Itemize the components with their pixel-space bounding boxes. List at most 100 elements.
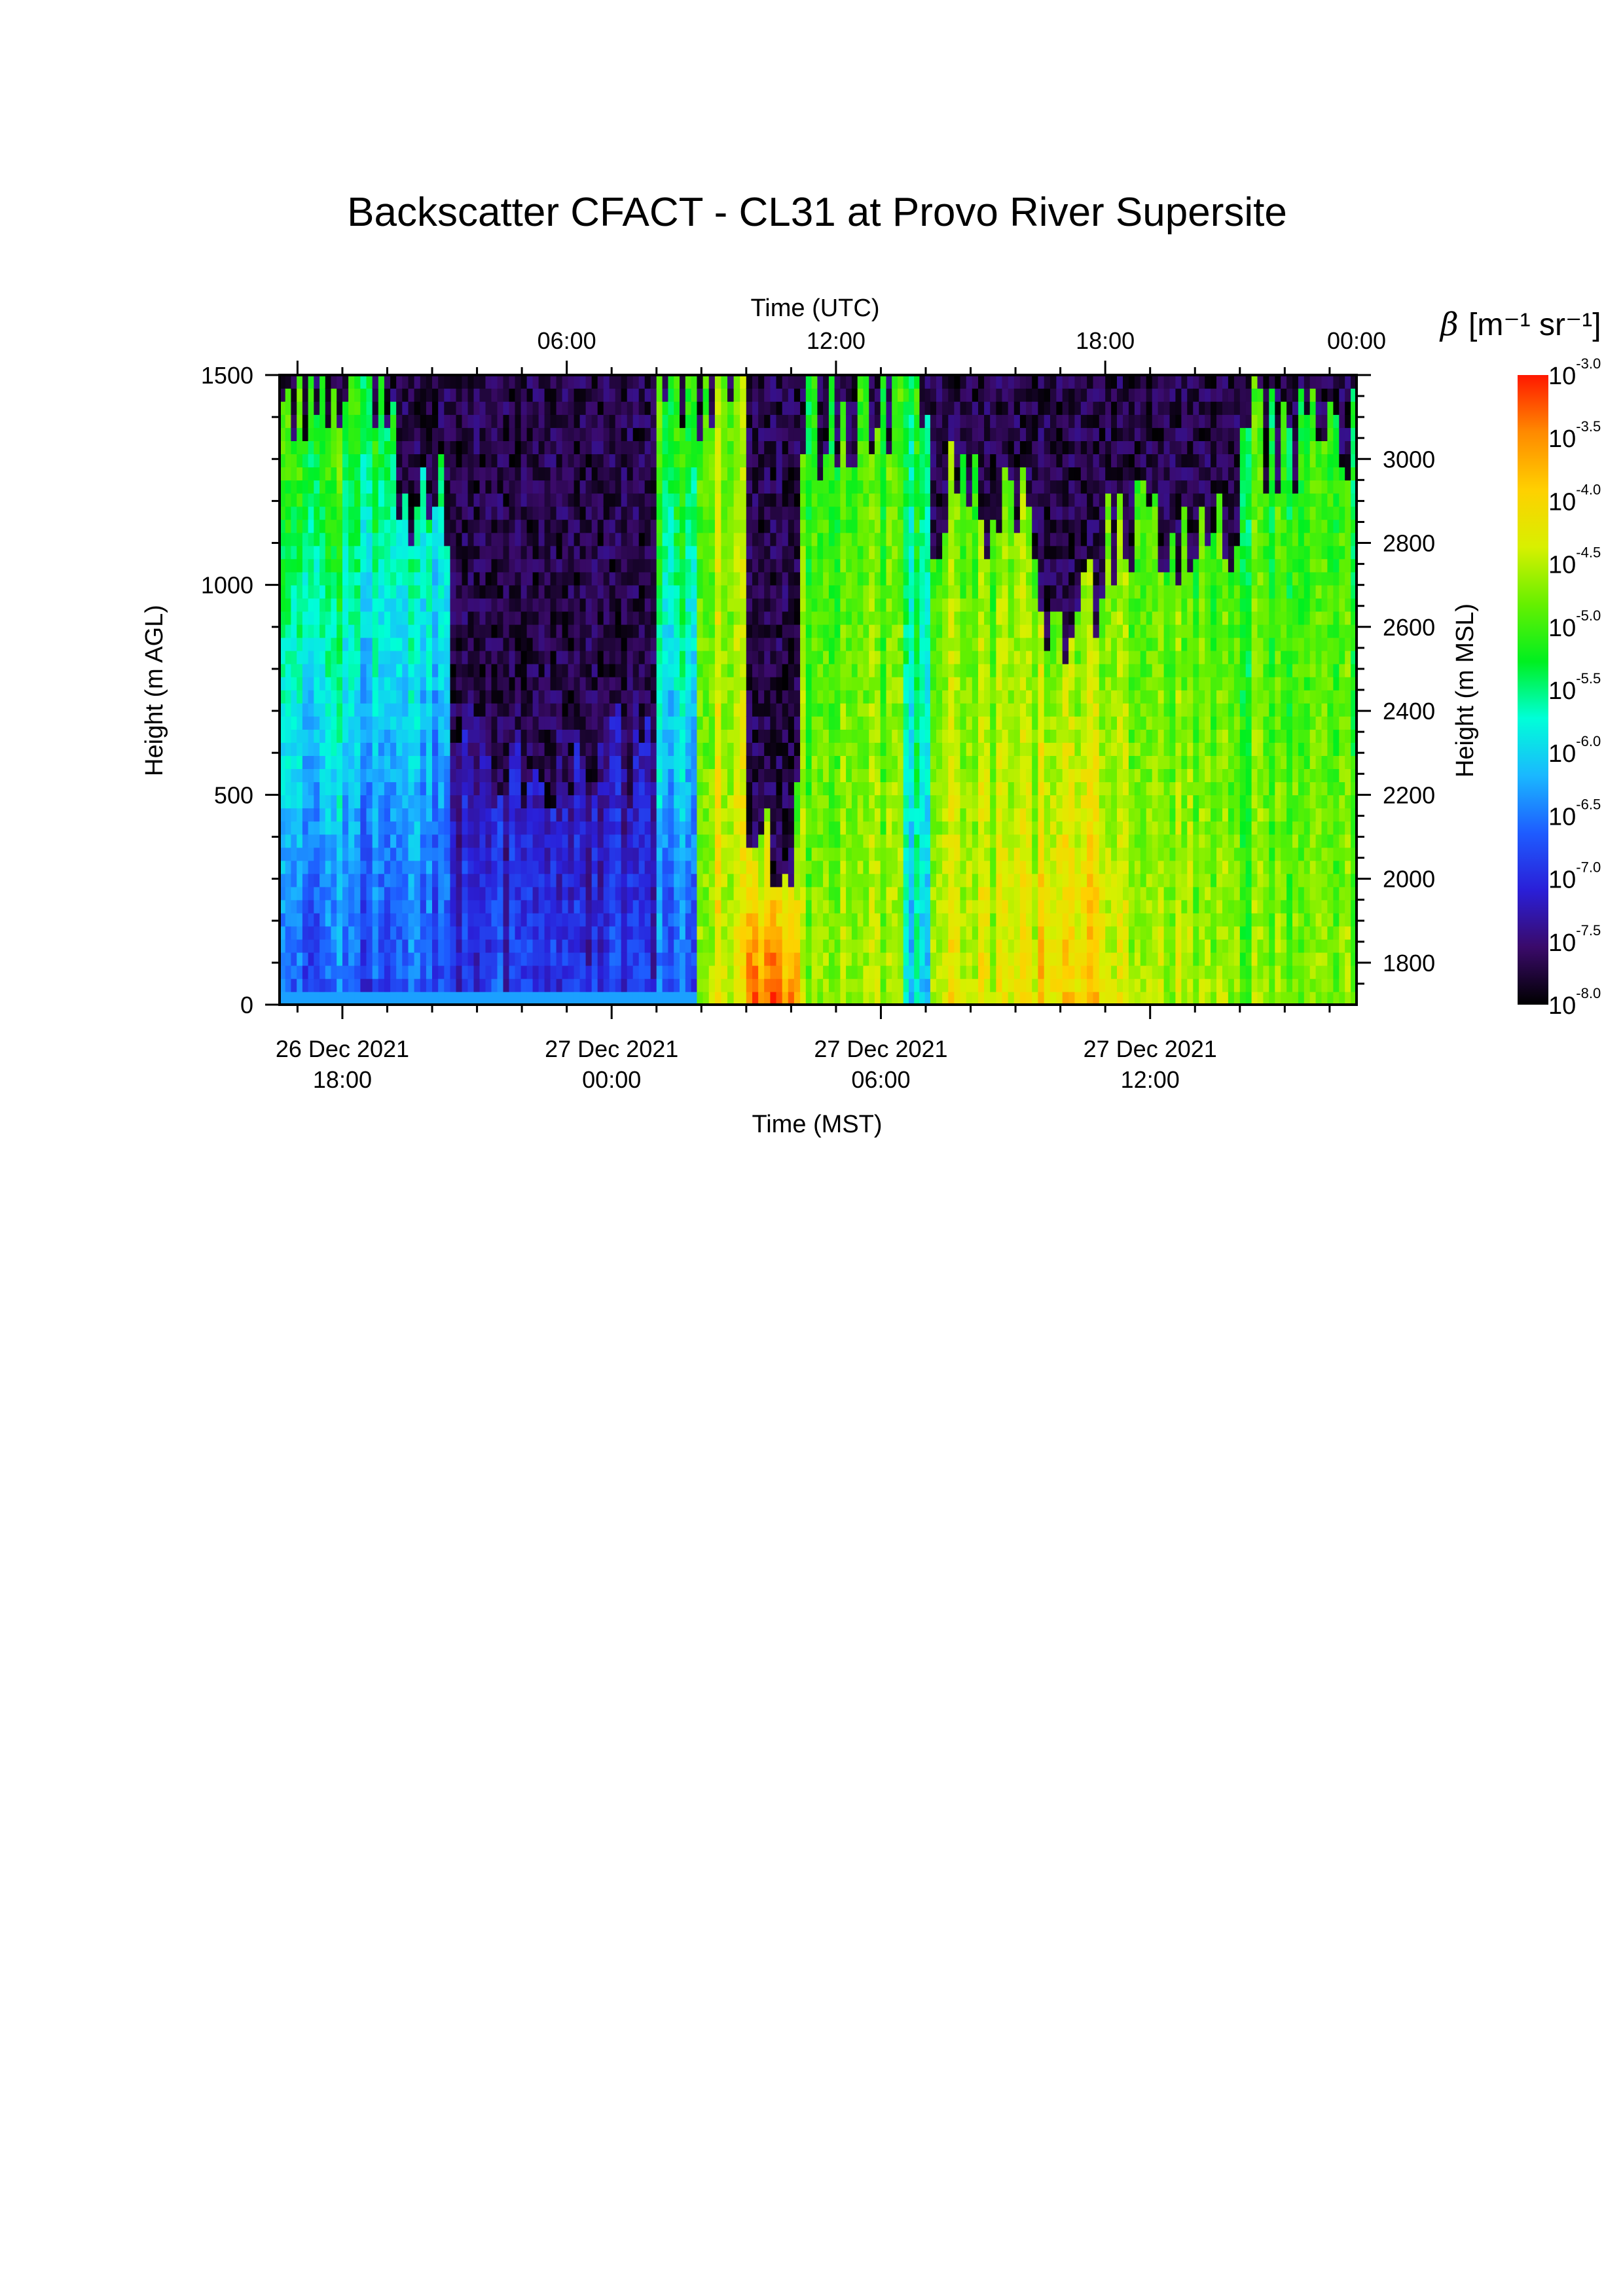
heatmap-cell — [811, 899, 818, 914]
heatmap-cell — [384, 795, 391, 809]
heatmap-cell — [662, 847, 669, 861]
heatmap-cell — [432, 440, 439, 454]
heatmap-cell — [721, 611, 728, 625]
heatmap-cell — [823, 414, 830, 428]
heatmap-cell — [408, 624, 415, 638]
heatmap-cell — [733, 677, 740, 691]
heatmap-cell — [503, 650, 510, 664]
heatmap-cell — [863, 886, 869, 901]
heatmap-cell — [609, 650, 616, 664]
heatmap-cell — [874, 925, 881, 940]
heatmap-cell — [390, 925, 397, 940]
heatmap-cell — [697, 992, 704, 1005]
heatmap-cell — [414, 637, 421, 651]
heatmap-cell — [632, 558, 640, 573]
heatmap-cell — [467, 768, 475, 783]
heatmap-cell — [746, 401, 753, 415]
heatmap-cell — [609, 663, 616, 677]
heatmap-cell — [805, 834, 812, 848]
heatmap-cell — [556, 834, 563, 848]
heatmap-cell — [348, 571, 355, 586]
heatmap-cell — [776, 834, 783, 848]
heatmap-cell — [319, 690, 326, 704]
heatmap-cell — [817, 454, 824, 468]
heatmap-cell — [591, 519, 598, 533]
heatmap-cell — [857, 952, 864, 966]
heatmap-cell — [770, 755, 777, 769]
heatmap-cell — [366, 808, 373, 822]
heatmap-cell — [285, 939, 292, 953]
heatmap-cell — [414, 912, 421, 927]
heatmap-cell — [708, 781, 716, 796]
chart-title: Backscatter CFACT - CL31 at Provo River … — [347, 190, 1287, 235]
heatmap-cell — [788, 677, 795, 691]
heatmap-cell — [291, 467, 297, 481]
heatmap-cell — [674, 925, 680, 940]
heatmap-cell — [462, 847, 469, 861]
heatmap-cell — [823, 703, 830, 717]
heatmap-cell — [793, 519, 801, 533]
heatmap-cell — [752, 624, 759, 638]
heatmap-cell — [793, 899, 801, 914]
heatmap-cell — [297, 690, 303, 704]
heatmap-cell — [740, 506, 747, 520]
heatmap-cell — [515, 834, 522, 848]
heatmap-cell — [456, 690, 463, 704]
heatmap-cell — [579, 716, 587, 730]
heatmap-cell — [764, 650, 771, 664]
heatmap-cell — [644, 650, 651, 664]
heatmap-cell — [714, 742, 722, 756]
heatmap-cell — [497, 992, 504, 1005]
heatmap-cell — [538, 912, 545, 927]
heatmap-cell — [550, 650, 557, 664]
heatmap-cell — [432, 781, 439, 796]
heatmap-cell — [408, 729, 415, 743]
heatmap-cell — [758, 742, 765, 756]
heatmap-cell — [846, 690, 852, 704]
heatmap-cell — [390, 506, 397, 520]
heatmap-cell — [752, 677, 759, 691]
heatmap-cell — [544, 677, 551, 691]
heatmap-cell — [456, 781, 463, 796]
heatmap-cell — [680, 532, 686, 547]
heatmap-cell — [491, 873, 498, 888]
heatmap-cell — [691, 742, 698, 756]
heatmap-cell — [372, 912, 379, 927]
heatmap-cell — [485, 965, 492, 979]
heatmap-cell — [740, 388, 747, 402]
heatmap-cell — [800, 624, 807, 638]
heatmap-cell — [615, 873, 622, 888]
heatmap-cell — [538, 571, 545, 586]
heatmap-cell — [479, 899, 486, 914]
heatmap-cell — [733, 834, 740, 848]
heatmap-cell — [444, 952, 451, 966]
heatmap-cell — [702, 571, 710, 586]
heatmap-cell — [770, 677, 777, 691]
heatmap-cell — [544, 886, 551, 901]
heatmap-cell — [685, 480, 692, 494]
heatmap-cell — [615, 703, 622, 717]
heatmap-cell — [396, 690, 403, 704]
heatmap-cell — [727, 677, 735, 691]
heatmap-cell — [354, 992, 361, 1005]
heatmap-cell — [708, 860, 716, 874]
heatmap-cell — [331, 454, 337, 468]
heatmap-cell — [800, 571, 807, 586]
heatmap-cell — [851, 992, 858, 1005]
heatmap-cell — [314, 939, 320, 953]
heatmap-cell — [702, 912, 710, 927]
heatmap-cell — [585, 401, 593, 415]
heatmap-cell — [615, 834, 622, 848]
heatmap-cell — [579, 624, 587, 638]
heatmap-cell — [714, 952, 722, 966]
heatmap-cell — [520, 703, 528, 717]
heatmap-cell — [727, 375, 735, 389]
heatmap-cell — [526, 624, 534, 638]
heatmap-cell — [426, 454, 433, 468]
heatmap-cell — [532, 873, 539, 888]
heatmap-cell — [817, 992, 824, 1005]
heatmap-cell — [627, 611, 634, 625]
heatmap-cell — [621, 467, 628, 481]
heatmap-cell — [685, 506, 692, 520]
heatmap-cell — [342, 742, 349, 756]
